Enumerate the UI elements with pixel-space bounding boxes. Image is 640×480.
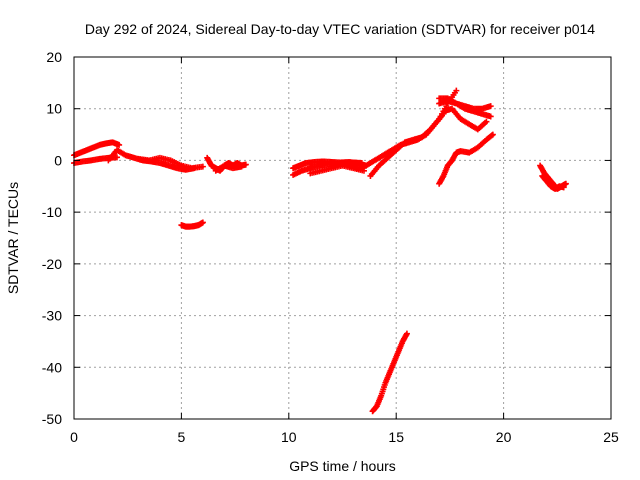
data-point [489, 131, 496, 138]
data-point [562, 180, 569, 187]
data-point [116, 141, 123, 148]
data-point [242, 161, 249, 168]
chart-title: Day 292 of 2024, Sidereal Day-to-day VTE… [85, 21, 595, 37]
plot-frame [73, 56, 612, 420]
data-point [483, 118, 490, 125]
y-tick-label: -30 [42, 308, 62, 324]
series-sat-n [440, 105, 490, 133]
ticks: 0 5 10 15 20 25 -50 -40 -30 -20 -10 0 10 20 [42, 49, 619, 445]
series-sat-d [135, 154, 206, 172]
x-tick-label: 15 [388, 429, 404, 445]
series-sat-p [436, 131, 496, 187]
data-point [487, 113, 494, 120]
series-sat-o [436, 95, 494, 120]
data-point [403, 330, 410, 337]
y-tick-label: -50 [42, 411, 62, 427]
x-tick-label: 25 [603, 429, 619, 445]
data-point [488, 132, 495, 139]
data-point [113, 154, 120, 161]
x-tick-label: 0 [70, 429, 78, 445]
y-tick-label: 20 [46, 49, 62, 65]
series-sat-s [539, 172, 567, 192]
x-axis-label: GPS time / hours [289, 458, 396, 474]
grid [74, 57, 611, 419]
y-tick-label: -20 [42, 256, 62, 272]
y-axis-label: SDTVAR / TECUs [5, 182, 21, 294]
data-point [560, 184, 567, 191]
data-point [199, 219, 206, 226]
y-tick-label: -10 [42, 204, 62, 220]
series-sat-e [178, 219, 206, 230]
y-tick-label: -40 [42, 359, 62, 375]
y-tick-label: 10 [46, 101, 62, 117]
x-tick-label: 5 [178, 429, 186, 445]
y-tick-label: 0 [54, 152, 62, 168]
data-point [238, 163, 245, 170]
series-sat-q [369, 330, 410, 415]
x-tick-label: 10 [281, 429, 297, 445]
data-point [453, 87, 460, 94]
data-point [199, 163, 206, 170]
x-tick-label: 20 [496, 429, 512, 445]
data-layer [71, 87, 569, 415]
data-point [487, 103, 494, 110]
series-sat-g [212, 162, 245, 174]
